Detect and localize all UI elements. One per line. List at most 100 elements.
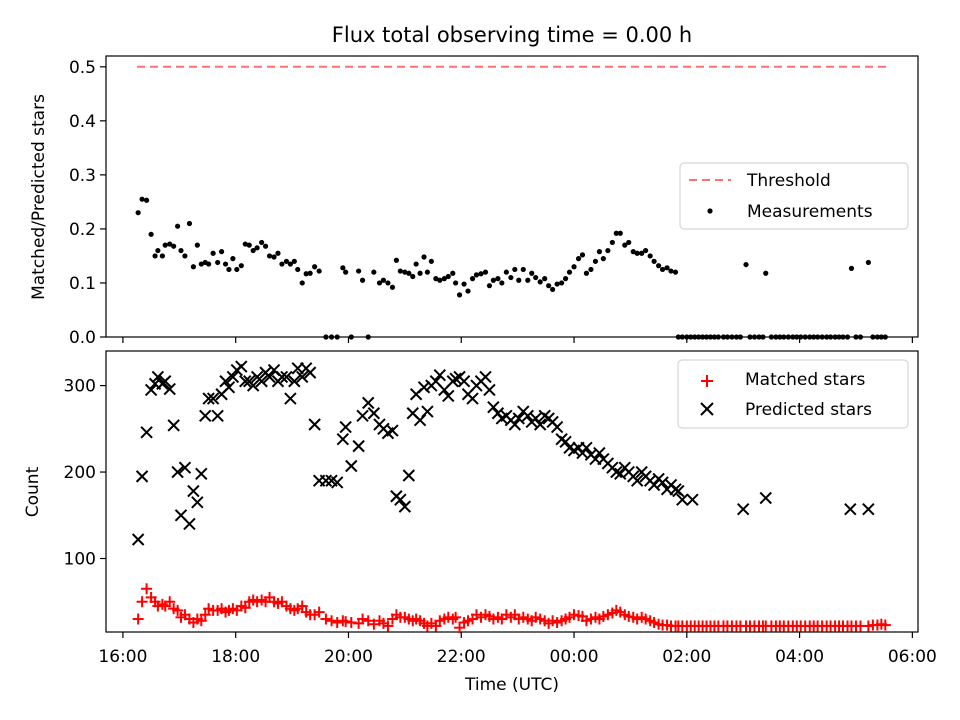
matched-star-point (362, 615, 374, 627)
measurement-point (178, 247, 184, 254)
x-tick-label: 02:00 (662, 647, 711, 667)
measurement-point (626, 239, 632, 246)
measurement-point (242, 241, 248, 247)
top-panel: 0.0 0.1 0.2 0.3 0.4 0.5 Matched/Predicted sta… (29, 55, 919, 348)
measurement-point (848, 265, 855, 271)
measurement-point (707, 334, 714, 340)
measurement-point (428, 258, 434, 264)
matched-star-point (313, 606, 325, 618)
measurements-layer (135, 196, 888, 340)
measurement-point (566, 269, 573, 275)
predicted-star-point (159, 375, 172, 388)
predicted-star-point (144, 383, 158, 397)
matched-star-point (368, 618, 380, 630)
predicted-star-point (187, 484, 200, 498)
measurement-point (495, 276, 501, 282)
measurement-point (756, 334, 762, 340)
measurement-point (550, 286, 556, 293)
matched-star-point (357, 613, 369, 625)
predicted-star-point (676, 493, 689, 506)
predicted-star-point (202, 392, 215, 405)
predicted-star-point (686, 493, 699, 506)
x-tick-label: 16:00 (98, 647, 147, 667)
measurement-point (215, 259, 221, 266)
measurement-point (234, 266, 240, 273)
measurement-point (807, 334, 813, 340)
measurement-point (729, 334, 735, 340)
predicted-star-point (402, 469, 416, 482)
predicted-stars-layer (131, 360, 875, 546)
measurement-point (393, 257, 400, 263)
measurement-point (733, 334, 740, 340)
bottom-legend-box (677, 359, 909, 429)
predicted-star-point (508, 418, 522, 431)
measurement-point (630, 249, 636, 255)
top-y-tick-label: 0.1 (69, 274, 96, 294)
measurement-point (647, 253, 653, 259)
measurement-point (222, 261, 229, 267)
measurement-point (424, 269, 431, 275)
matched-star-point (199, 609, 211, 621)
measurement-point (699, 334, 706, 340)
top-y-tick-label: 0.5 (69, 58, 96, 78)
measurement-point (562, 276, 569, 282)
predicted-legend-swatch (700, 402, 714, 416)
measurement-point (254, 245, 260, 251)
predicted-star-point (303, 366, 317, 379)
top-y-tick-label: 0.4 (69, 112, 96, 132)
measurements-legend-swatch (707, 208, 713, 214)
measurement-point (465, 288, 471, 294)
threshold-legend-label: Threshold (746, 171, 831, 191)
measurement-point (571, 264, 577, 270)
predicted-star-point (222, 381, 236, 394)
measurement-point (824, 334, 830, 340)
predicted-star-point (226, 370, 240, 384)
measurement-point (417, 270, 423, 276)
measurement-point (617, 230, 623, 236)
measurement-point (634, 250, 640, 256)
measurement-point (162, 242, 168, 248)
predicted-star-point (255, 375, 268, 388)
measurement-point (542, 276, 548, 282)
measurement-point (303, 271, 309, 277)
predicted-star-point (199, 409, 212, 423)
measurement-point (878, 334, 884, 340)
x-tick-label: 04:00 (775, 647, 824, 667)
predicted-star-point (844, 503, 857, 516)
top-y-ticks: 0.0 0.1 0.2 0.3 0.4 0.5 (69, 58, 106, 348)
measurement-point (473, 272, 480, 278)
measurement-point (210, 250, 216, 256)
predicted-star-point (356, 409, 369, 423)
bottom-y-tick-label: 300 (64, 377, 96, 397)
matched-legend-swatch (701, 375, 713, 387)
measurement-point (262, 243, 269, 249)
predicted-star-point (533, 418, 547, 431)
top-legend: Threshold Measurements (679, 162, 909, 230)
predicted-star-point (163, 382, 176, 396)
measurement-point (159, 253, 165, 259)
measurement-point (490, 277, 496, 283)
measurement-point (533, 274, 539, 281)
predicted-star-point (367, 407, 381, 420)
measurement-point (537, 279, 543, 285)
measurement-point (437, 277, 443, 283)
measurement-point (356, 268, 362, 274)
predicted-star-point (171, 465, 184, 479)
predicted-star-point (296, 370, 309, 384)
measurement-point (785, 334, 791, 340)
measurement-point (469, 276, 476, 282)
measurement-point (279, 261, 285, 267)
measurement-point (575, 256, 582, 262)
predicted-star-point (131, 533, 145, 546)
predicted-star-point (736, 503, 750, 516)
measurement-point (760, 334, 766, 340)
matched-star-point (132, 613, 144, 625)
top-legend-box (679, 162, 909, 230)
measurement-point (651, 258, 657, 264)
measurement-point (359, 277, 366, 283)
measurement-point (206, 261, 212, 267)
measurement-point (596, 249, 603, 255)
measurement-point (840, 334, 846, 340)
measurement-point (182, 253, 188, 259)
